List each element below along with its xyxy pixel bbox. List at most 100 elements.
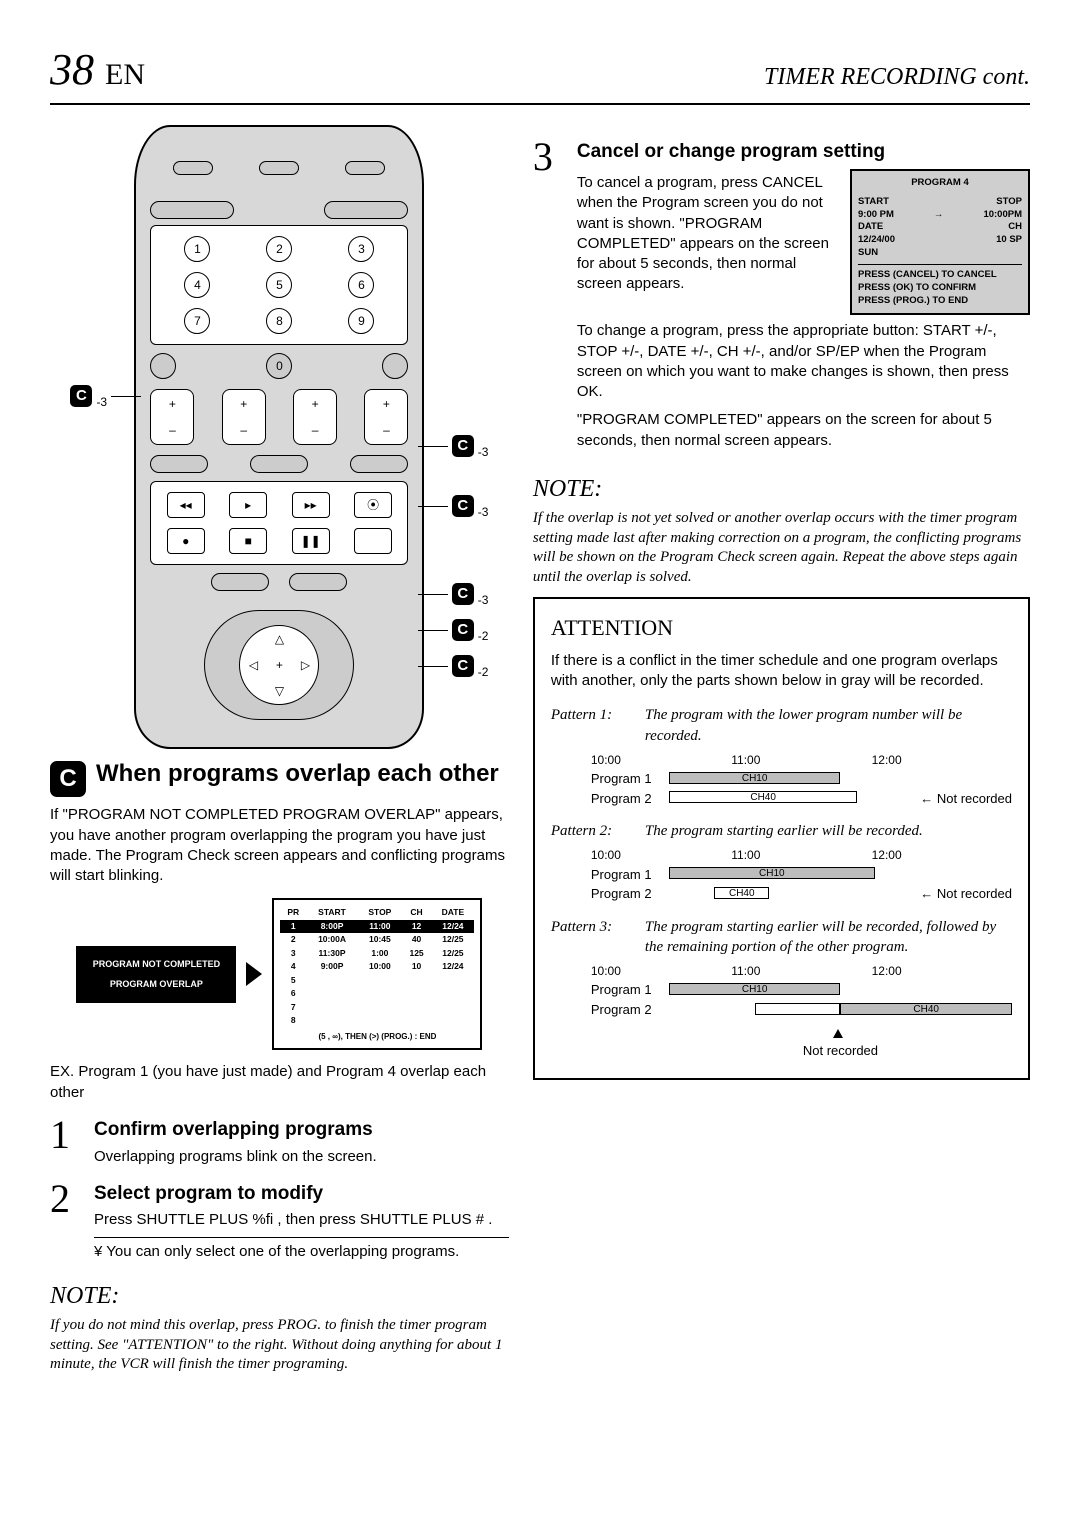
bar-label: Program 2: [591, 790, 669, 808]
lcd-row: 6: [280, 987, 474, 1000]
arrow-icon: [246, 962, 262, 986]
time-tick: 12:00: [872, 752, 1012, 768]
numpad-5: 5: [266, 272, 292, 298]
pattern-3: Pattern 3:The program starting earlier w…: [551, 917, 1012, 958]
callout-C-3: C-3: [418, 435, 489, 457]
step3-body2: To change a program, press the appropria…: [577, 321, 1030, 402]
time-tick: 10:00: [591, 963, 731, 979]
program-4-box: PROGRAM 4 STARTSTOP 9:00 PM→10:00PM DATE…: [850, 169, 1030, 315]
not-recorded-label: ← Not recorded: [920, 885, 1012, 903]
attention-box: ATTENTION If there is a conflict in the …: [533, 597, 1030, 1079]
timeline: 10:0011:0012:00 Program 1CH10 Program 2CH4…: [591, 752, 1012, 807]
bar-label: Program 2: [591, 885, 669, 903]
step-body: Press SHUTTLE PLUS %fi , then press SHUT…: [94, 1210, 509, 1230]
lcd-row: 210:00A10:454012/25: [280, 933, 474, 946]
page-lang: EN: [105, 58, 145, 91]
prog4-day: SUN: [858, 247, 1022, 260]
pattern-desc: The program with the lower program numbe…: [645, 705, 1012, 746]
step-num: 1: [50, 1117, 82, 1167]
pattern-desc: The program starting earlier will be rec…: [645, 821, 923, 841]
lcd-col-PR: PR: [280, 906, 306, 919]
note-text-left: If you do not mind this overlap, press P…: [50, 1316, 509, 1375]
lcd-row: 8: [280, 1014, 474, 1027]
prog4-title: PROGRAM 4: [858, 177, 1022, 190]
step-3: 3 Cancel or change program setting PROGR…: [533, 139, 1030, 458]
numpad-9: 9: [348, 308, 374, 334]
numpad-8: 8: [266, 308, 292, 334]
time-tick: 11:00: [731, 847, 871, 863]
timeline: 10:0011:0012:00 Program 1CH10Program 2CH4…: [591, 847, 1012, 902]
numpad-0: 0: [266, 353, 292, 379]
pattern-label: Pattern 1:: [551, 705, 631, 746]
program-screens: PROGRAM NOT COMPLETED PROGRAM OVERLAP PR…: [50, 898, 509, 1050]
lcd-row: 18:00P11:001212/24: [280, 920, 474, 933]
bar-row: Program 1CH10: [591, 770, 1012, 788]
pattern-2: Pattern 2: The program starting earlier w…: [551, 821, 1012, 841]
lcd-program-list: PRSTARTSTOPCHDATE18:00P11:001212/24210:0…: [272, 898, 482, 1050]
section-c-title: When programs overlap each other: [96, 761, 499, 787]
time-tick: 11:00: [731, 963, 871, 979]
note-label-right: NOTE:: [533, 473, 1030, 505]
pattern-desc: The program starting earlier will be rec…: [645, 917, 1012, 958]
step-title: Select program to modify: [94, 1181, 509, 1207]
bar-row: Program 1CH10: [591, 866, 1012, 884]
lcd-col-DATE: DATE: [431, 906, 474, 919]
prog4-hint2: PRESS (OK) TO CONFIRM: [858, 282, 1022, 295]
page-header: 38 EN TIMER RECORDING cont.: [50, 40, 1030, 105]
section-c-heading: C When programs overlap each other: [50, 761, 509, 797]
bar-row: Program 2 CH40: [591, 1001, 1012, 1019]
timeline: 10:0011:0012:00Program 1CH10Program 2CH4…: [591, 963, 1012, 1059]
lcd-overlap-msg: PROGRAM NOT COMPLETED PROGRAM OVERLAP: [76, 946, 236, 1002]
lcd-line2: PROGRAM OVERLAP: [84, 978, 228, 990]
bar-segment: CH40: [840, 1003, 1012, 1015]
attention-title: ATTENTION: [551, 613, 1012, 643]
bar-segment: CH10: [669, 983, 841, 995]
lcd-row: 311:30P1:0012512/25: [280, 947, 474, 960]
bar-row: Program 2CH40← Not recorded: [591, 790, 1012, 808]
callout-C-3: C-3: [418, 583, 489, 605]
time-tick: 11:00: [731, 752, 871, 768]
bar-segment: [755, 1003, 841, 1015]
lcd-row: 49:00P10:001012/24: [280, 960, 474, 973]
lcd-footer: (5 , ∞), THEN (>) (PROG.) : END: [280, 1032, 474, 1043]
numpad: 123456789: [150, 225, 408, 345]
prog4-date-label: DATE: [858, 221, 883, 234]
step-2: 2 Select program to modify Press SHUTTLE P…: [50, 1181, 509, 1266]
bar-row: Program 2CH40← Not recorded: [591, 885, 1012, 903]
time-tick: 10:00: [591, 752, 731, 768]
lcd-row: 7: [280, 1001, 474, 1014]
bar-row: Program 1CH10: [591, 981, 1012, 999]
lcd-col-CH: CH: [402, 906, 432, 919]
pattern-label: Pattern 2:: [551, 821, 631, 841]
prog4-date: 12/24/00: [858, 234, 895, 247]
numpad-6: 6: [348, 272, 374, 298]
prog4-ch-label: CH: [1008, 221, 1022, 234]
page-num-value: 38: [50, 45, 94, 94]
step-num: 2: [50, 1181, 82, 1266]
step-bullet: ¥ You can only select one of the overlap…: [94, 1237, 509, 1262]
numpad-3: 3: [348, 236, 374, 262]
section-c-body: If "PROGRAM NOT COMPLETED PROGRAM OVERLA…: [50, 805, 509, 886]
lcd-row: 5: [280, 974, 474, 987]
pattern-1: Pattern 1: The program with the lower pro…: [551, 705, 1012, 746]
bar-label: Program 1: [591, 981, 669, 999]
step-3-title: Cancel or change program setting: [577, 139, 1030, 165]
attention-intro: If there is a conflict in the timer sche…: [551, 651, 1012, 692]
numpad-1: 1: [184, 236, 210, 262]
callout-C-2: C-2: [418, 619, 489, 641]
numpad-7: 7: [184, 308, 210, 334]
time-tick: 12:00: [872, 847, 1012, 863]
bar-label: Program 2: [591, 1001, 669, 1019]
not-recorded-label: ← Not recorded: [920, 790, 1012, 808]
time-tick: 10:00: [591, 847, 731, 863]
note-text-right: If the overlap is not yet solved or anot…: [533, 509, 1030, 587]
step-1: 1Confirm overlapping programsOverlapping…: [50, 1117, 509, 1167]
lcd-col-STOP: STOP: [358, 906, 402, 919]
remote-diagram: 123456789 0 +– +– +– +– ◂◂▸▸▸⦿ ●■❚❚: [134, 125, 424, 749]
lcd-line1: PROGRAM NOT COMPLETED: [84, 958, 228, 970]
step-body: Overlapping programs blink on the screen…: [94, 1147, 509, 1167]
prog4-stop-label: STOP: [996, 196, 1022, 209]
numpad-4: 4: [184, 272, 210, 298]
step3-body3: "PROGRAM COMPLETED" appears on the scree…: [577, 410, 1030, 451]
callout-C-3: C-3: [70, 385, 141, 407]
